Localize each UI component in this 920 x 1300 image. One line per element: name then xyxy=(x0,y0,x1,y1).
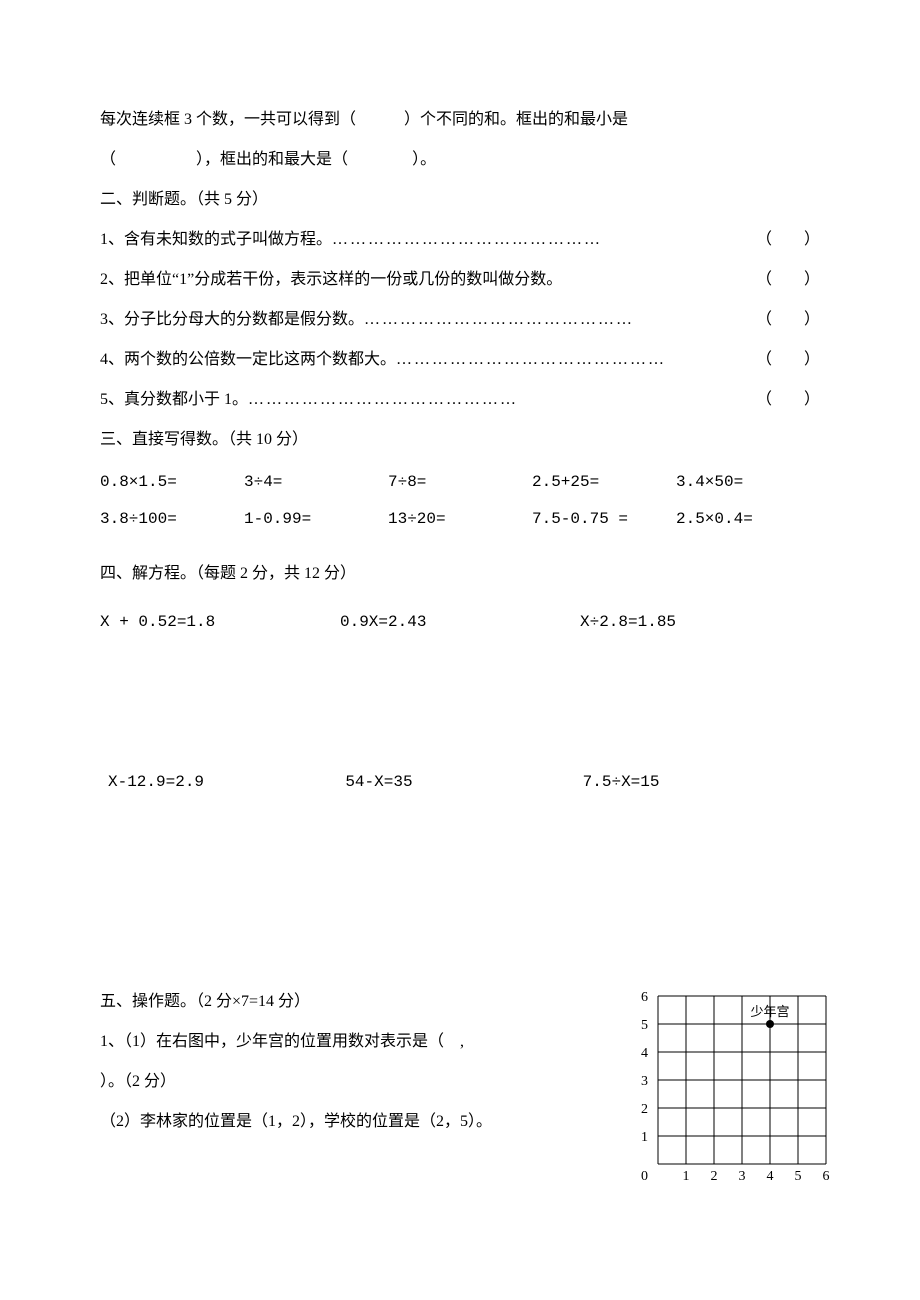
svg-text:4: 4 xyxy=(641,1046,648,1061)
q5-1b: ）。（2 分） xyxy=(100,1062,600,1102)
judge-dots: ……………………………………… xyxy=(396,340,748,380)
judge-item: 2、把单位“1”分成若干份，表示这样的一份或几份的数叫做分数。 （ ） xyxy=(100,260,820,300)
calc-item: 7÷8= xyxy=(388,468,532,497)
judge-text: 4、两个数的公倍数一定比这两个数都大。 xyxy=(100,340,396,380)
calc-item: 3.4×50= xyxy=(676,468,820,497)
svg-text:3: 3 xyxy=(641,1074,648,1089)
eq-row-2: X-12.9=2.9 54-X=35 7.5÷X=15 xyxy=(100,762,820,802)
intro-l2a: （ xyxy=(100,151,116,168)
q5-1a: 1、（1）在右图中，少年宫的位置用数对表示是（ , xyxy=(100,1022,600,1062)
judge-dots: ……………………………………… xyxy=(332,220,748,260)
judge-text: 2、把单位“1”分成若干份，表示这样的一份或几份的数叫做分数。 xyxy=(100,260,562,300)
eq-item: X + 0.52=1.8 xyxy=(100,602,340,642)
eq-item: X-12.9=2.9 xyxy=(100,762,345,802)
intro-l2c: ）。 xyxy=(412,151,436,168)
judge-item: 3、分子比分母大的分数都是假分数。………………………………………（ ） xyxy=(100,300,820,340)
judge-dots: ……………………………………… xyxy=(248,380,748,420)
svg-text:5: 5 xyxy=(641,1018,648,1033)
judge-item: 4、两个数的公倍数一定比这两个数都大。………………………………………（ ） xyxy=(100,340,820,380)
section4-title: 四、解方程。（每题 2 分，共 12 分） xyxy=(100,554,820,594)
calc-item: 13÷20= xyxy=(388,505,532,534)
svg-text:1: 1 xyxy=(641,1130,648,1145)
judge-paren: （ ） xyxy=(756,380,820,420)
svg-text:5: 5 xyxy=(795,1169,802,1184)
svg-text:4: 4 xyxy=(767,1169,774,1184)
svg-text:6: 6 xyxy=(641,992,648,1005)
svg-text:2: 2 xyxy=(641,1102,648,1117)
eq-item: 7.5÷X=15 xyxy=(583,762,820,802)
judge-dots: ……………………………………… xyxy=(364,300,748,340)
eq-item: 54-X=35 xyxy=(345,762,582,802)
section2-title: 二、判断题。（共 5 分） xyxy=(100,180,820,220)
calc-row-1: 0.8×1.5= 3÷4= 7÷8= 2.5+25= 3.4×50= xyxy=(100,468,820,497)
eq-item: 0.9X=2.43 xyxy=(340,602,580,642)
intro-line1: 每次连续框 3 个数，一共可以得到（ ）个不同的和。框出的和最小是 xyxy=(100,100,820,140)
judge-paren: （ ） xyxy=(756,260,820,300)
calc-item: 2.5×0.4= xyxy=(676,505,820,534)
calc-item: 3÷4= xyxy=(244,468,388,497)
intro-line2: （ ），框出的和最大是（ ）。 xyxy=(100,140,820,180)
calc-row-2: 3.8÷100= 1-0.99= 13÷20= 7.5-0.75 = 2.5×0… xyxy=(100,505,820,534)
intro-l1a: 每次连续框 3 个数，一共可以得到（ xyxy=(100,111,356,128)
judge-text: 1、含有未知数的式子叫做方程。 xyxy=(100,220,332,260)
calc-item: 7.5-0.75 = xyxy=(532,505,676,534)
svg-text:2: 2 xyxy=(711,1169,718,1184)
intro-l2b: ），框出的和最大是（ xyxy=(196,151,348,168)
section3-title: 三、直接写得数。（共 10 分） xyxy=(100,420,820,460)
svg-text:0: 0 xyxy=(641,1169,648,1184)
intro-l1b: ）个不同的和。框出的和最小是 xyxy=(404,111,628,128)
q5-1c: （2）李林家的位置是（1，2），学校的位置是（2，5）。 xyxy=(100,1102,600,1142)
calc-item: 1-0.99= xyxy=(244,505,388,534)
calc-item: 3.8÷100= xyxy=(100,505,244,534)
svg-text:1: 1 xyxy=(683,1169,690,1184)
judge-paren: （ ） xyxy=(756,340,820,380)
judge-text: 3、分子比分母大的分数都是假分数。 xyxy=(100,300,364,340)
eq-row-1: X + 0.52=1.8 0.9X=2.43 X÷2.8=1.85 xyxy=(100,602,820,642)
svg-text:3: 3 xyxy=(739,1169,746,1184)
judge-item: 1、含有未知数的式子叫做方程。………………………………………（ ） xyxy=(100,220,820,260)
eq-item: X÷2.8=1.85 xyxy=(580,602,820,642)
calc-item: 2.5+25= xyxy=(532,468,676,497)
judge-item: 5、真分数都小于 1。………………………………………（ ） xyxy=(100,380,820,420)
judge-text: 5、真分数都小于 1。 xyxy=(100,380,248,420)
judge-paren: （ ） xyxy=(756,220,820,260)
coordinate-grid: 1 2 3 4 5 6 0 1 2 3 4 5 6 少年宫 xyxy=(630,992,840,1192)
svg-text:6: 6 xyxy=(823,1169,830,1184)
judge-paren: （ ） xyxy=(756,300,820,340)
svg-text:少年宫: 少年宫 xyxy=(750,1004,789,1019)
calc-item: 0.8×1.5= xyxy=(100,468,244,497)
